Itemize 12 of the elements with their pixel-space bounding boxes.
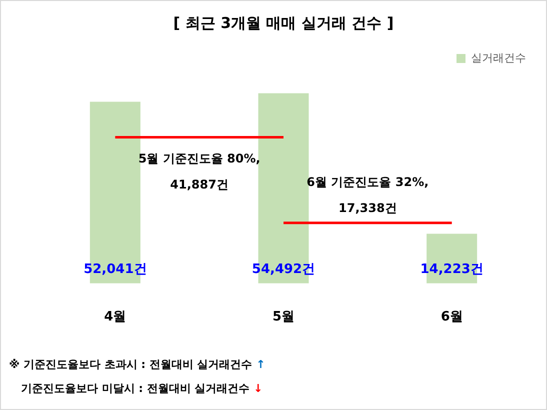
chart-title: [ 최근 3개월 매매 실거래 건수 ] bbox=[173, 14, 394, 32]
text: 기준진도율보다 미달시 : 전월대비 실거래건수 ↓ bbox=[21, 382, 263, 395]
x-tick-label: 5월 bbox=[272, 310, 295, 325]
legend-label: 실거래건수 bbox=[471, 51, 526, 64]
data-label: 14,223건 bbox=[420, 262, 484, 277]
annotation: 5월 기준진도율 80%, 41,887건 bbox=[138, 151, 260, 192]
data-label: 52,041건 bbox=[84, 262, 147, 277]
text: ※ 기준진도율보다 초과시 : 전월대비 실거래건수 ↑ bbox=[9, 358, 266, 371]
data-label: 54,492건 bbox=[252, 262, 316, 277]
x-tick-label: 6월 bbox=[440, 310, 463, 325]
x-tick-label: 4월 bbox=[104, 310, 126, 325]
annotation: 6월 기준진도율 32%, 17,338건 bbox=[306, 175, 429, 216]
